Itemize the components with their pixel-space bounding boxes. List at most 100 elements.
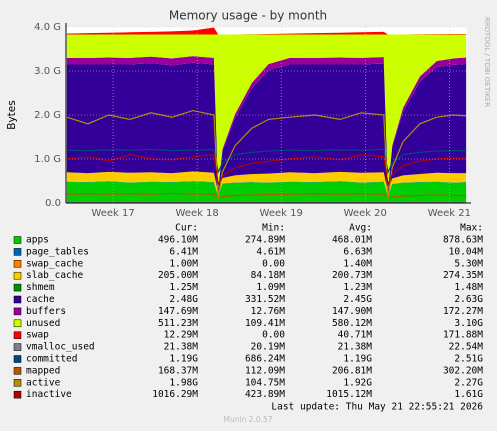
legend-stat: 686.24M	[245, 354, 285, 365]
legend-stat: 468.01M	[332, 235, 372, 246]
legend-swatch	[13, 355, 22, 363]
legend-stat: 0.00	[262, 258, 285, 269]
legend-swatch	[13, 248, 22, 256]
plot-data	[66, 27, 467, 203]
legend-stat: 1.19G	[343, 354, 372, 365]
legend-label: slab_cache	[26, 270, 83, 281]
legend-swatch	[13, 271, 22, 280]
legend-swatch	[13, 307, 22, 316]
legend-stat: 172.27M	[443, 306, 483, 317]
legend-stat: 168.37M	[158, 365, 198, 376]
stats-header: Cur:	[175, 223, 198, 234]
legend-stat: 1.48M	[454, 282, 483, 293]
legend-label: unused	[26, 318, 60, 329]
legend-stat: 171.88M	[443, 330, 483, 341]
legend-stat: 274.35M	[443, 270, 483, 281]
legend-stat: 1.98G	[169, 377, 198, 388]
legend-stat: 1.92G	[343, 377, 372, 388]
legend-label: swap_cache	[26, 258, 83, 269]
legend-stat: 4.61M	[256, 246, 285, 257]
x-tick-label: Week 19	[260, 208, 303, 219]
legend-stat: 496.10M	[158, 235, 198, 246]
legend-stat: 2.63G	[454, 294, 483, 305]
legend-stat: 21.38M	[338, 342, 373, 353]
legend-swatch	[13, 379, 22, 387]
legend-label: committed	[26, 354, 77, 365]
legend-stat: 511.23M	[158, 318, 198, 329]
legend-swatch	[13, 331, 22, 339]
legend-label: buffers	[26, 306, 66, 317]
y-tick-label: 4.0 G	[34, 22, 61, 33]
legend-swatch	[13, 319, 22, 328]
legend-stat: 112.09M	[245, 365, 285, 376]
area	[66, 171, 467, 197]
legend-label: apps	[26, 235, 49, 246]
legend-stat: 40.71M	[338, 330, 373, 341]
stats-header: Max:	[460, 223, 483, 234]
legend-stat: 21.38M	[164, 342, 199, 353]
legend-stat: 580.12M	[332, 318, 372, 329]
legend-stat: 1.19G	[169, 354, 198, 365]
legend-stat: 1.09M	[256, 282, 285, 293]
legend-stat: 1.40M	[343, 258, 372, 269]
x-tick-label: Week 18	[175, 208, 218, 219]
legend-stat: 200.73M	[332, 270, 372, 281]
legend-stat: 1.25M	[169, 282, 198, 293]
legend-stat: 109.41M	[245, 318, 285, 329]
x-tick-label: Week 17	[91, 208, 134, 219]
legend-swatch	[13, 295, 22, 304]
footer: Munin 2.0.57	[223, 415, 272, 424]
legend-stat: 12.76M	[251, 306, 286, 317]
y-tick-label: 2.0 G	[34, 110, 61, 121]
line	[66, 148, 467, 175]
legend-stat: 6.41M	[169, 246, 198, 257]
legend-stat: 5.30M	[454, 258, 483, 269]
legend-label: active	[26, 377, 61, 388]
legend-stat: 6.63M	[343, 246, 372, 257]
legend-label: inactive	[26, 389, 72, 400]
y-tick-label: 0.0	[45, 198, 61, 209]
legend-stat: 1.61G	[454, 389, 483, 400]
legend-label: page_tables	[26, 246, 89, 257]
chart-title: Memory usage - by month	[169, 9, 327, 23]
legend-stat: 205.00M	[158, 270, 198, 281]
x-tick-label: Week 21	[428, 208, 471, 219]
legend-stat: 1.00M	[169, 258, 198, 269]
last-update: Last update: Thu May 21 22:55:21 2026	[271, 402, 483, 413]
legend-swatch	[13, 236, 22, 244]
y-tick-label: 1.0 G	[34, 154, 61, 165]
legend-stat: 12.29M	[164, 330, 199, 341]
legend-swatch	[13, 367, 22, 375]
legend-label: shmem	[26, 282, 55, 293]
legend-label: vmalloc_used	[26, 342, 95, 353]
legend-stat: 878.63M	[443, 235, 483, 246]
legend-stat: 206.81M	[332, 365, 372, 376]
legend-stat: 84.18M	[251, 270, 286, 281]
legend-stat: 0.00	[262, 330, 285, 341]
legend-stat: 302.20M	[443, 365, 483, 376]
legend-stat: 10.04M	[449, 246, 484, 257]
legend-stat: 2.48G	[169, 294, 198, 305]
legend-stat: 20.19M	[251, 342, 286, 353]
x-tick-label: Week 20	[344, 208, 387, 219]
legend-stat: 274.89M	[245, 235, 285, 246]
stats-header: Avg:	[349, 223, 372, 234]
legend-swatch	[13, 260, 22, 268]
line	[66, 109, 467, 199]
legend-stat: 22.54M	[449, 342, 484, 353]
legend-stat: 2.45G	[343, 294, 372, 305]
area	[66, 34, 467, 190]
legend-label: mapped	[26, 365, 60, 376]
legend-stat: 104.75M	[245, 377, 285, 388]
y-tick-label: 3.0 G	[34, 66, 61, 77]
stats-header: Min:	[262, 223, 285, 234]
legend-stat: 147.90M	[332, 306, 372, 317]
line	[66, 192, 467, 199]
legend-swatch	[13, 283, 22, 292]
legend-stat: 331.52M	[245, 294, 285, 305]
legend-stat: 2.27G	[454, 377, 483, 388]
legend-stat: 2.51G	[454, 354, 483, 365]
area	[66, 27, 467, 35]
legend-stat: 1.23M	[343, 282, 372, 293]
